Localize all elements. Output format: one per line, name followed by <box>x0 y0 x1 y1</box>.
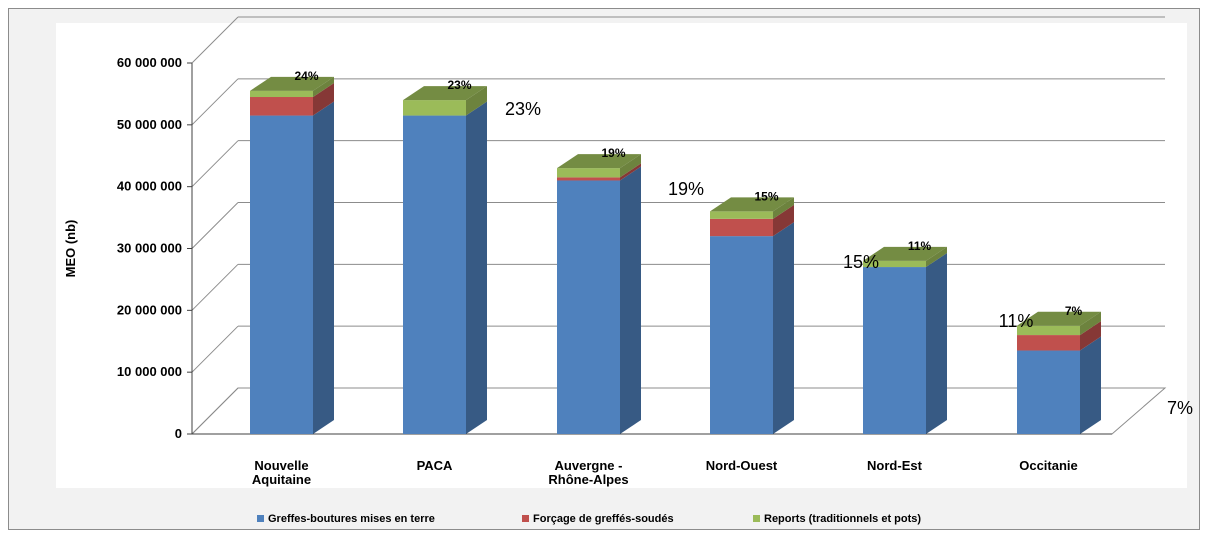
chart-svg: 0 10 000 000 20 000 000 30 000 000 40 000 00… <box>9 9 1199 529</box>
bar-data-label: 19% <box>601 146 625 160</box>
bar-segment-front <box>1017 350 1080 434</box>
bar-segment-side <box>1080 311 1101 336</box>
x-axis-category-label: Nouvelle <box>254 458 308 473</box>
bar-segment-front <box>863 267 926 434</box>
bar-segment-front <box>557 180 620 434</box>
chart-frame: 0 10 000 000 20 000 000 30 000 000 40 000 00… <box>8 8 1200 530</box>
bar-top <box>250 76 334 91</box>
bar-segment-front <box>557 168 620 178</box>
bar-top <box>403 86 487 101</box>
x-axis-category-label: Nord-Est <box>867 458 923 473</box>
bar-data-label: 7% <box>1065 304 1083 318</box>
bar-segment-front <box>403 100 466 116</box>
gridline-side <box>191 78 239 126</box>
legend-swatch <box>753 515 760 522</box>
bar-segment-front <box>1017 335 1080 351</box>
x-axis-category-label: Nord-Ouest <box>706 458 778 473</box>
bar-segment-side <box>926 253 947 434</box>
bar-data-label: 11% <box>908 239 932 253</box>
gridline-side <box>191 387 239 435</box>
bar-segment-side <box>620 163 641 181</box>
bar-data-label: 23% <box>447 78 471 92</box>
axis-layer: 0 10 000 000 20 000 000 30 000 000 40 000 00… <box>63 55 1112 487</box>
bar-segment-side <box>466 101 487 434</box>
bar-segment-front <box>250 115 313 434</box>
bar-segment-front <box>710 236 773 434</box>
bar-segment-side <box>1080 321 1101 351</box>
legend-swatch <box>522 515 529 522</box>
floating-percent-label: 11% <box>999 311 1034 331</box>
legend-item: Reports (traditionnels et pots) <box>753 513 921 525</box>
bar-segment-side <box>926 246 947 268</box>
label-layer: 24% 23% 19% 15% 11% 7% 23% 19% 15% 11% 7% <box>294 69 1193 418</box>
y-axis-tick-label: 30 000 000 <box>117 241 182 256</box>
legend-label: Reports (traditionnels et pots) <box>764 513 921 525</box>
legend-label: Forçage de greffés-soudés <box>533 513 674 525</box>
bar-segment-front <box>403 115 466 434</box>
bar-segment-side <box>313 101 334 434</box>
floating-percent-label: 15% <box>843 252 879 272</box>
bar-segment-side <box>773 204 794 237</box>
bar-segment-front <box>710 218 773 237</box>
y-axis-tick-label: 50 000 000 <box>117 117 182 132</box>
bar-top <box>710 197 794 212</box>
bar-top <box>863 246 947 261</box>
bar-segment-front <box>250 97 313 116</box>
legend-label: Greffes-boutures mises en terre <box>268 513 435 525</box>
floating-percent-label: 7% <box>1167 398 1193 418</box>
gridline-side <box>191 202 239 249</box>
bar-segment-side <box>313 76 334 98</box>
x-axis-category-label: Auvergne - <box>555 458 623 473</box>
gridline-side <box>191 140 239 188</box>
y-axis-tick-label: 10 000 000 <box>117 364 182 379</box>
gridline-side <box>191 325 239 373</box>
gridline-side <box>191 16 239 64</box>
gridline-side <box>191 263 239 311</box>
bar-segment-side <box>1080 336 1101 434</box>
y-axis-title: MEO (nb) <box>63 220 78 278</box>
x-axis-category-label: Rhône-Alpes <box>548 472 628 487</box>
bar-segment-front <box>863 260 926 268</box>
bar-segment-side <box>620 154 641 178</box>
x-axis-category-label: Aquitaine <box>252 472 311 487</box>
legend: Greffes-boutures mises en terre Forçage d… <box>257 513 921 525</box>
y-axis-tick-label: 60 000 000 <box>117 55 182 70</box>
bar-segment-side <box>466 86 487 116</box>
legend-item: Greffes-boutures mises en terre <box>257 513 435 525</box>
bar-segment-side <box>620 166 641 434</box>
bar-segment-front <box>710 211 773 219</box>
legend-item: Forçage de greffés-soudés <box>522 513 674 525</box>
legend-swatch <box>257 515 264 522</box>
bar-segment-front <box>250 90 313 98</box>
bar-segment-side <box>773 222 794 434</box>
bar-data-label: 15% <box>754 189 778 203</box>
bar-data-label: 24% <box>294 69 318 83</box>
floating-percent-label: 23% <box>505 99 541 119</box>
y-axis-tick-label: 40 000 000 <box>117 179 182 194</box>
bar-segment-front <box>1017 325 1080 336</box>
floating-percent-label: 19% <box>668 179 704 199</box>
bar-top <box>1017 311 1101 326</box>
bar-top <box>557 154 641 169</box>
x-axis-category-label: Occitanie <box>1019 458 1078 473</box>
y-axis-tick-label: 20 000 000 <box>117 302 182 317</box>
bar-segment-side <box>773 197 794 219</box>
y-axis-tick-label: 0 <box>175 426 182 441</box>
bar-segment-front <box>557 177 620 181</box>
bar-layer <box>250 76 1101 434</box>
bar-segment-side <box>313 83 334 116</box>
x-axis-category-label: PACA <box>417 458 453 473</box>
